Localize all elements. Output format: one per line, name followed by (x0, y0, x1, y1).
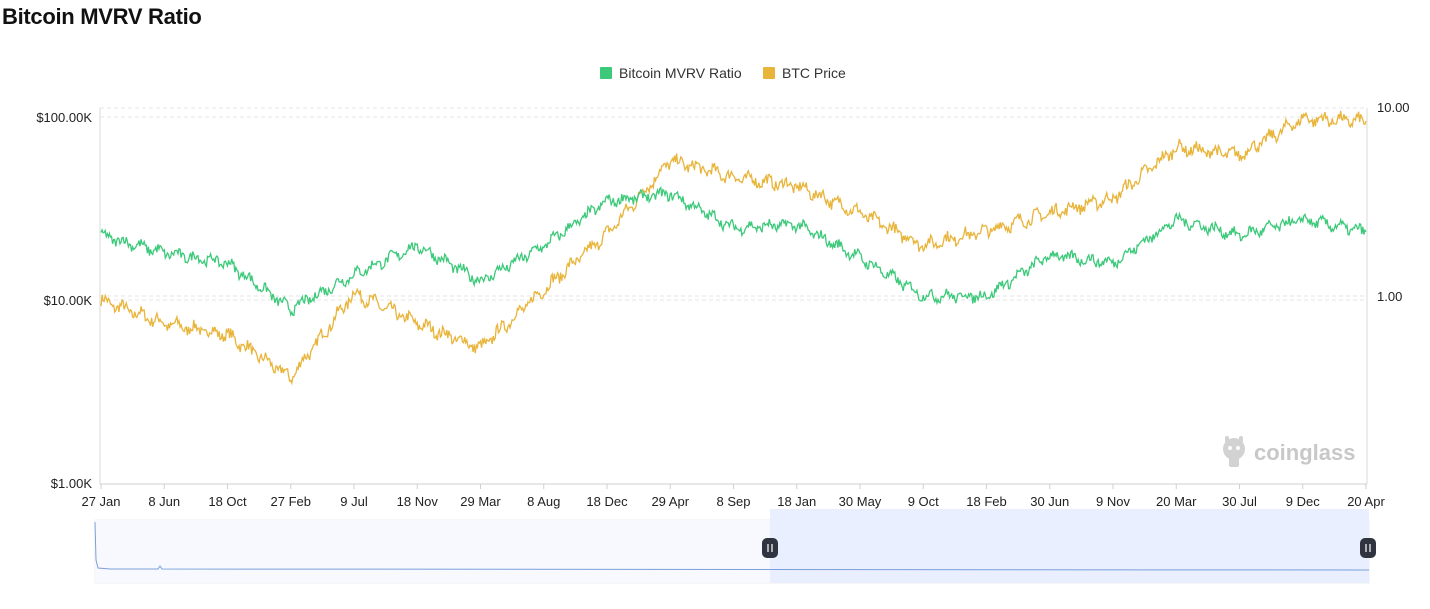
x-tick-label: 18 Dec (586, 494, 628, 509)
x-tick-label: 18 Jan (777, 494, 816, 509)
series-line-btc-price (100, 110, 1367, 386)
x-tick-label: 27 Feb (271, 494, 311, 509)
y-left-tick-label: $10.00K (44, 293, 93, 308)
page-title: Bitcoin MVRV Ratio (2, 4, 202, 29)
x-tick-label: 20 Apr (1347, 494, 1385, 509)
x-tick-label: 9 Dec (1286, 494, 1320, 509)
y-left-tick-label: $1.00K (51, 476, 93, 491)
x-tick-label: 9 Oct (908, 494, 939, 509)
x-tick-label: 9 Jul (340, 494, 368, 509)
legend-swatch-mvrv (600, 67, 612, 79)
x-tick-label: 18 Nov (397, 494, 439, 509)
x-tick-label: 8 Aug (527, 494, 560, 509)
watermark-text: coinglass (1254, 440, 1355, 465)
x-tick-label: 9 Nov (1096, 494, 1130, 509)
x-tick-label: 30 Jul (1222, 494, 1257, 509)
navigator-mini-line (94, 521, 1370, 571)
y-axis-right-ticks: 10.00 1.00 (1377, 100, 1410, 304)
legend-label-price[interactable]: BTC Price (782, 65, 846, 81)
x-tick-label: 27 Jan (81, 494, 120, 509)
x-tick-label: 8 Jun (148, 494, 180, 509)
navigator-handle-right[interactable] (1360, 538, 1376, 558)
x-tick-label: 20 Mar (1156, 494, 1197, 509)
x-tick-label: 18 Oct (208, 494, 247, 509)
y-left-tick-label: $100.00K (36, 110, 92, 125)
series-group (100, 110, 1367, 386)
navigator-selected-range[interactable] (770, 509, 1369, 583)
zoom-navigator[interactable] (94, 509, 1376, 584)
coinglass-watermark: coinglass (1223, 436, 1355, 467)
x-tick-label: 29 Apr (651, 494, 689, 509)
y-right-tick-label: 1.00 (1377, 289, 1402, 304)
x-tick-label: 8 Sep (717, 494, 751, 509)
coinglass-logo-icon (1223, 436, 1245, 467)
y-right-tick-label: 10.00 (1377, 100, 1410, 115)
navigator-handle-left[interactable] (762, 538, 778, 558)
x-axis-ticks: 27 Jan 8 Jun 18 Oct 27 Feb 9 Jul 18 Nov 29 Mar… (81, 484, 1385, 509)
gridlines (100, 107, 1367, 301)
series-line-mvrv (100, 186, 1367, 318)
x-tick-label: 30 Jun (1030, 494, 1069, 509)
x-tick-label: 18 Feb (966, 494, 1006, 509)
navigator-unselected-range (95, 520, 770, 583)
legend-label-mvrv[interactable]: Bitcoin MVRV Ratio (619, 65, 742, 81)
legend-swatch-price (763, 67, 775, 79)
legend[interactable]: Bitcoin MVRV Ratio BTC Price (600, 65, 846, 81)
x-tick-label: 30 May (839, 494, 882, 509)
x-tick-label: 29 Mar (460, 494, 501, 509)
y-axis-left-ticks: $100.00K $10.00K $1.00K (36, 110, 92, 491)
